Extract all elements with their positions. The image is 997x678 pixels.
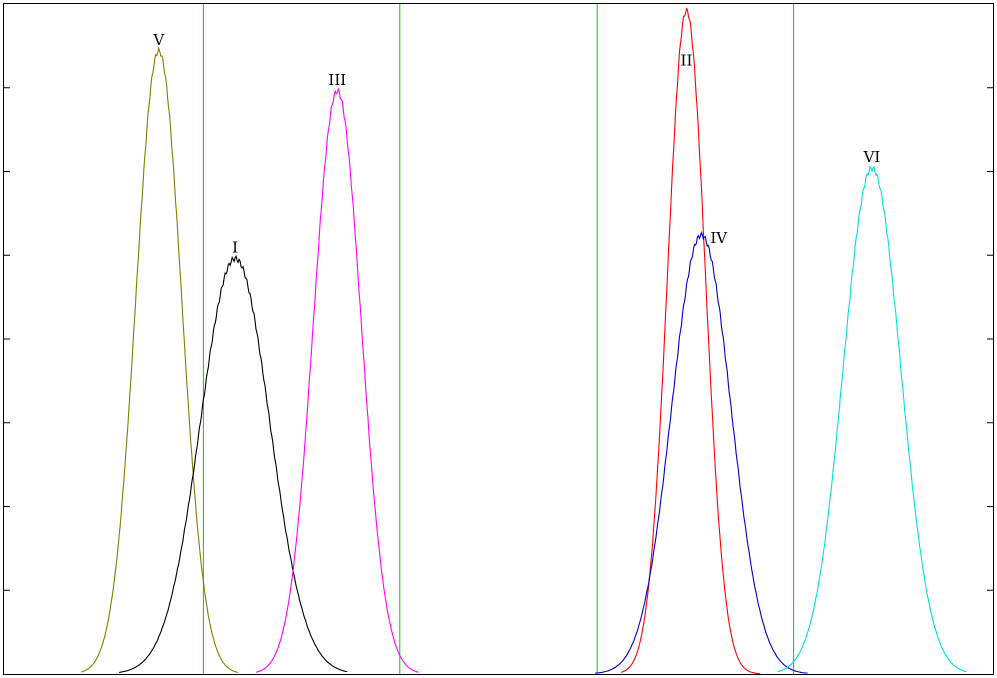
series-label-I: I [232,239,238,257]
series-label-VI: VI [863,148,881,166]
vertical-lines [202,4,795,674]
series-label-III: III [328,71,346,89]
plot-frame [3,3,994,675]
series-line-V [81,46,239,674]
series-label-IV: IV [710,229,728,247]
series-label-V: V [152,31,165,49]
series-line-IV [595,230,808,674]
series-curves [81,7,967,675]
y-ticks [4,87,993,591]
series-line-VI [777,165,967,673]
series-line-I [119,254,348,673]
series-line-II [620,7,760,675]
series-label-II: II [681,52,693,70]
series-line-III [255,87,419,673]
